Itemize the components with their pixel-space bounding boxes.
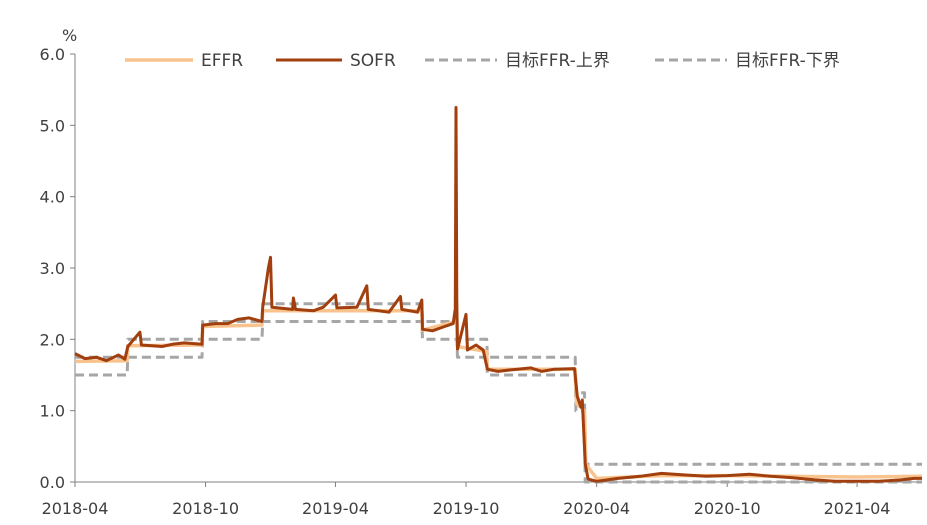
x-tick-label: 2019-10: [433, 499, 500, 518]
axes: 0.0 1.0 2.0 3.0 4.0 5.0 6.0 2018-04 2018-10 2019-…: [40, 45, 922, 518]
y-tick-label: 6.0: [40, 45, 65, 64]
x-tick-label: 2018-04: [42, 499, 109, 518]
x-tick-label: 2021-04: [824, 499, 891, 518]
y-unit-label: %: [62, 26, 77, 45]
legend-sofr: SOFR: [276, 51, 396, 71]
sofr-line: [74, 106, 922, 483]
y-tick-label: 1.0: [40, 402, 65, 421]
series-layer: [74, 106, 923, 484]
legend: EFFR SOFR 目标FFR-上界 目标FFR-下界: [125, 51, 840, 71]
x-tick-label: 2020-10: [694, 499, 761, 518]
x-tick-label: 2019-04: [302, 499, 369, 518]
legend-label: 目标FFR-上界: [505, 51, 610, 71]
target-upper-line: [75, 302, 922, 466]
legend-label: 目标FFR-下界: [735, 51, 840, 71]
x-tick-label: 2020-04: [563, 499, 630, 518]
x-tick-label: 2018-10: [172, 499, 239, 518]
y-tick-label: 4.0: [40, 188, 65, 207]
y-tick-label: 5.0: [40, 116, 65, 135]
legend-label: SOFR: [350, 51, 396, 71]
y-tick-label: 3.0: [40, 259, 65, 278]
target-lower-line: [75, 320, 922, 484]
y-tick-label: 0.0: [40, 473, 65, 492]
legend-target-lower: 目标FFR-下界: [655, 51, 840, 71]
y-tick-label: 2.0: [40, 330, 65, 349]
legend-label: EFFR: [201, 51, 243, 71]
legend-effr: EFFR: [125, 51, 243, 71]
legend-target-upper: 目标FFR-上界: [425, 51, 610, 71]
